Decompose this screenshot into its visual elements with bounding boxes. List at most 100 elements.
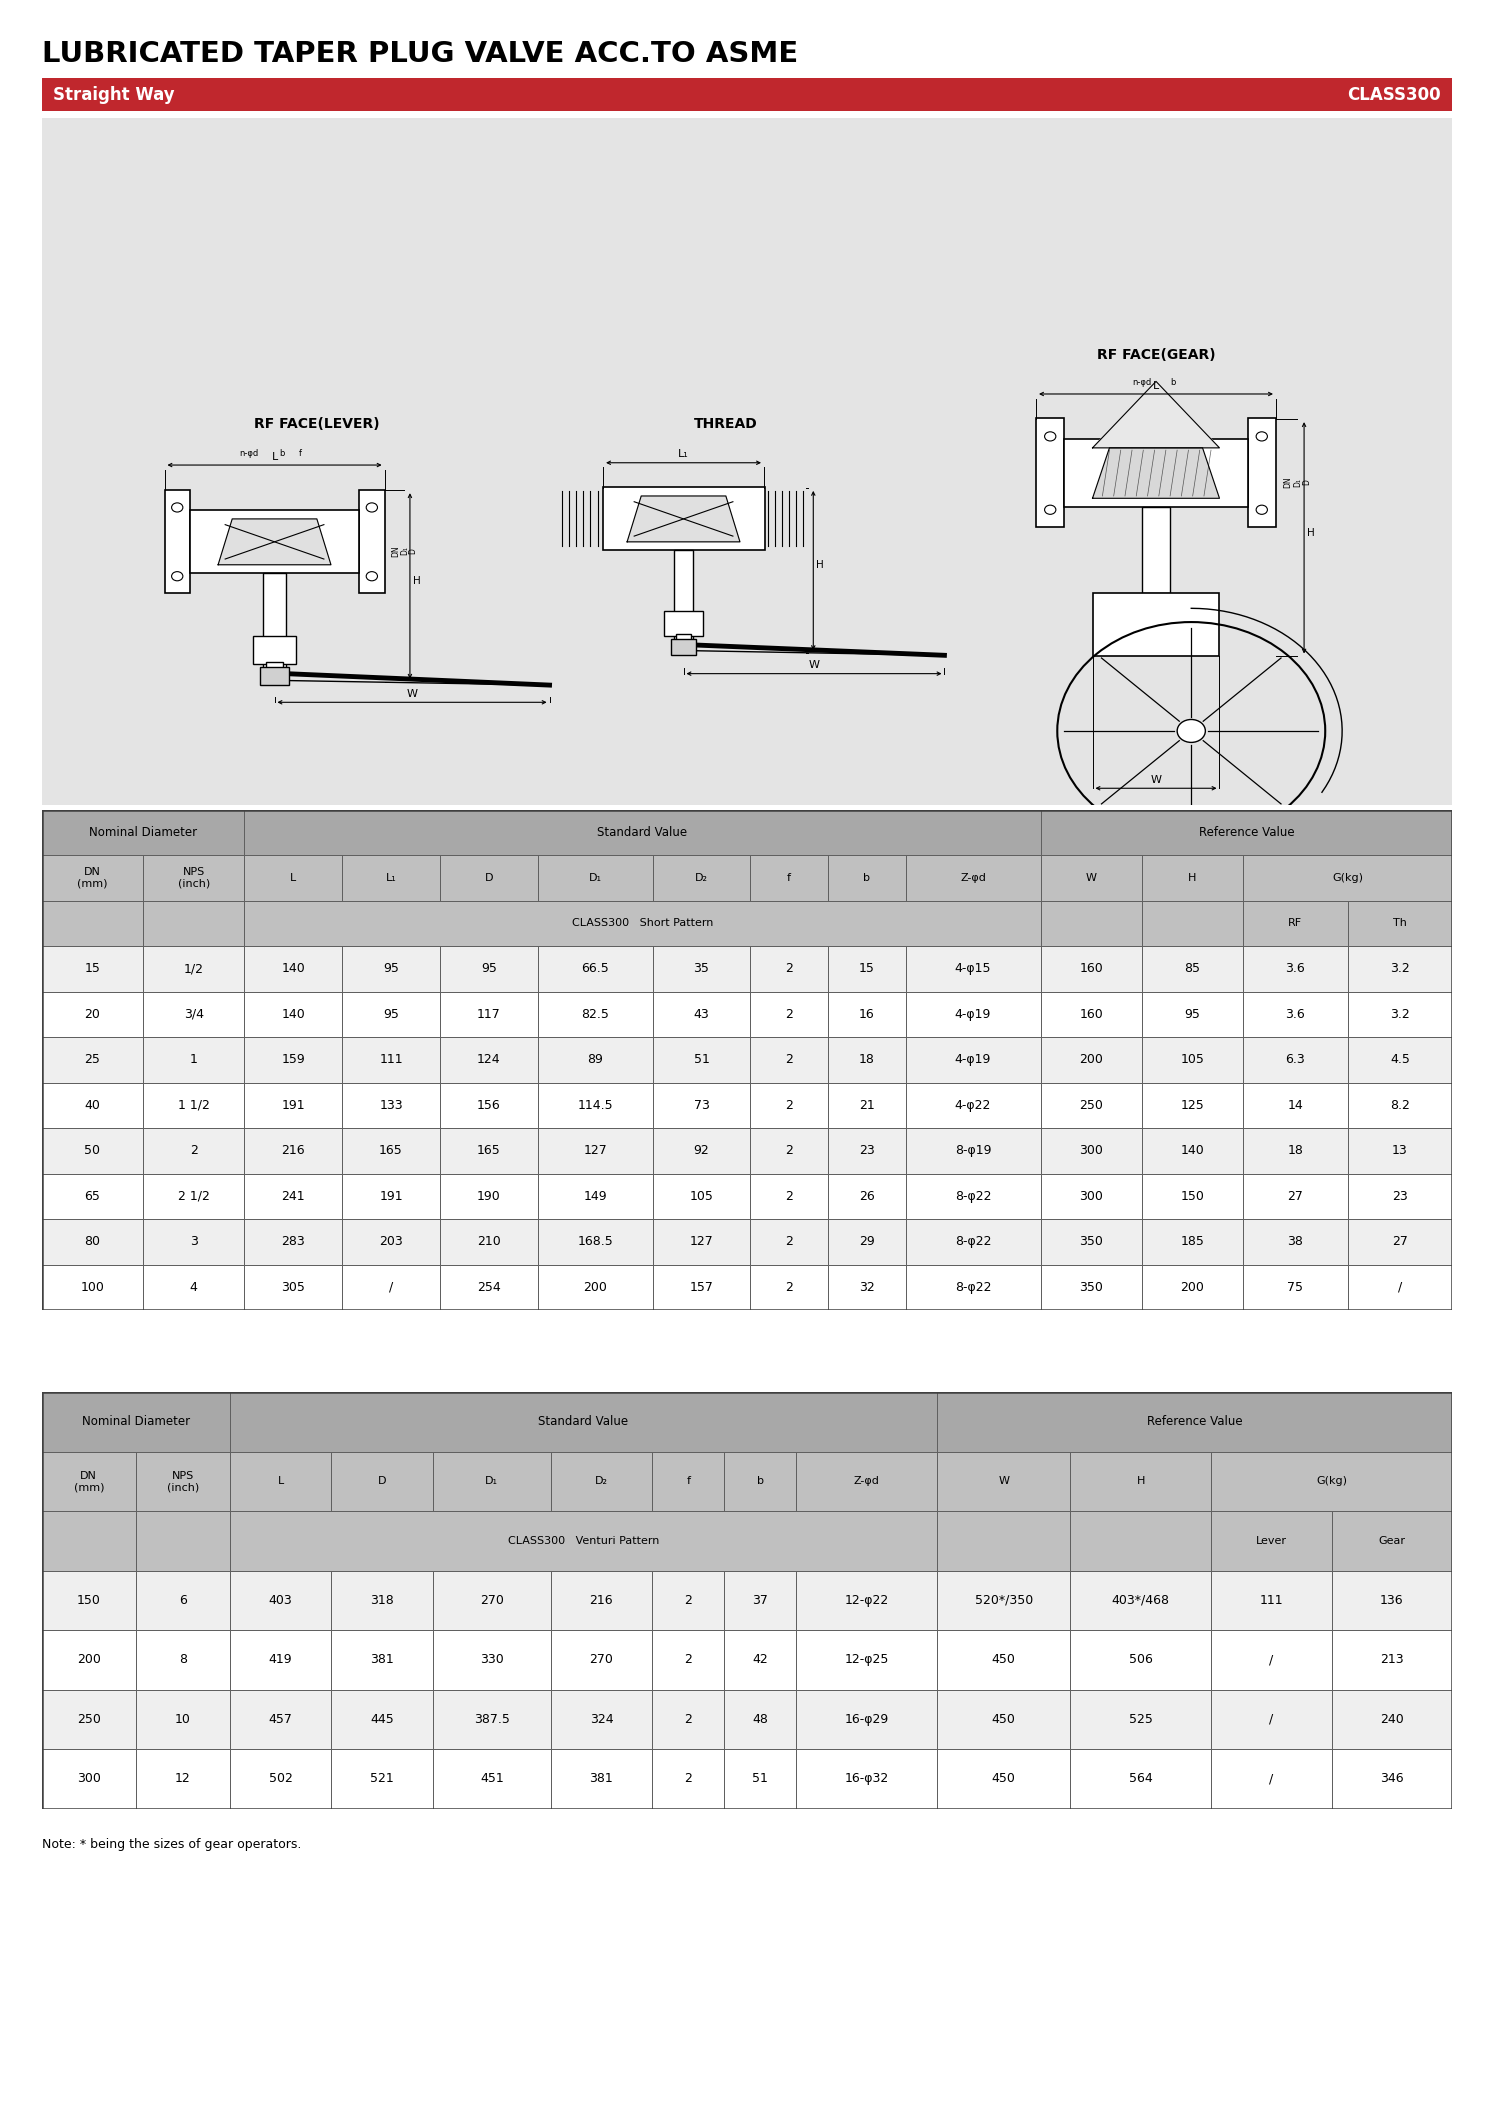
Bar (245, 1220, 342, 1264)
Text: 114.5: 114.5 (577, 1100, 613, 1112)
Text: 2 1/2: 2 1/2 (178, 1190, 209, 1203)
Text: 403*/468: 403*/468 (1112, 1594, 1170, 1607)
Bar (245, 993, 342, 1037)
Bar (1247, 418, 1276, 528)
Text: D₁: D₁ (1292, 477, 1301, 486)
Text: 80: 80 (85, 1234, 100, 1249)
Bar (653, 993, 750, 1037)
Bar (230, 1512, 937, 1571)
Text: 150: 150 (76, 1594, 100, 1607)
Text: 381: 381 (371, 1653, 394, 1666)
Text: THREAD: THREAD (695, 416, 757, 431)
Bar (653, 1750, 725, 1809)
Bar (1040, 1173, 1141, 1220)
Bar (750, 1220, 828, 1264)
Bar (905, 1264, 1040, 1310)
Bar (551, 1630, 653, 1689)
Bar (1243, 1037, 1348, 1083)
Text: 75: 75 (1288, 1281, 1303, 1293)
Text: D₂: D₂ (695, 873, 708, 883)
Bar (1070, 1689, 1212, 1750)
Text: L₁: L₁ (385, 873, 396, 883)
Text: 42: 42 (753, 1653, 768, 1666)
Text: 23: 23 (1392, 1190, 1407, 1203)
Text: 100: 100 (81, 1281, 105, 1293)
Bar (1141, 946, 1243, 993)
Text: 250: 250 (76, 1712, 100, 1727)
Bar (551, 1571, 653, 1630)
Bar (42, 1750, 136, 1809)
Text: 4-φ19: 4-φ19 (955, 1054, 991, 1066)
Bar (1212, 1689, 1331, 1750)
Text: 8-φ22: 8-φ22 (955, 1190, 992, 1203)
Text: n-φd: n-φd (1132, 379, 1152, 387)
Text: 191: 191 (281, 1100, 305, 1112)
Bar (143, 946, 245, 993)
Text: /: / (388, 1281, 393, 1293)
Text: /: / (1270, 1773, 1273, 1785)
Bar (1037, 418, 1064, 528)
Text: 450: 450 (992, 1653, 1016, 1666)
Bar (42, 1173, 143, 1220)
Bar (254, 635, 296, 665)
Text: 564: 564 (1129, 1773, 1152, 1785)
Bar (1331, 1689, 1452, 1750)
Text: RF FACE(LEVER): RF FACE(LEVER) (254, 416, 379, 431)
Bar (433, 1630, 551, 1689)
Text: b: b (757, 1476, 763, 1487)
Text: D: D (1303, 479, 1312, 486)
Bar (342, 1173, 439, 1220)
Bar (1141, 1220, 1243, 1264)
Bar (1331, 1750, 1452, 1809)
Bar (1070, 1512, 1212, 1571)
Text: Standard Value: Standard Value (538, 1415, 629, 1428)
Bar (143, 1173, 245, 1220)
Bar (828, 946, 905, 993)
Bar (136, 1750, 230, 1809)
Text: 2: 2 (786, 1281, 793, 1293)
Bar (42, 900, 143, 946)
Bar (143, 993, 245, 1037)
Bar (750, 1083, 828, 1127)
Text: 48: 48 (753, 1712, 768, 1727)
Text: 8: 8 (179, 1653, 187, 1666)
Text: LUBRICATED TAPER PLUG VALVE ACC.TO ASME: LUBRICATED TAPER PLUG VALVE ACC.TO ASME (42, 40, 798, 67)
Bar (828, 856, 905, 900)
Text: 240: 240 (1380, 1712, 1404, 1727)
Text: 2: 2 (786, 1007, 793, 1020)
Text: 16-φ32: 16-φ32 (844, 1773, 889, 1785)
Bar (937, 1630, 1070, 1689)
Text: 2: 2 (684, 1773, 692, 1785)
Bar (230, 1689, 332, 1750)
Text: 20: 20 (85, 1007, 100, 1020)
Polygon shape (627, 496, 740, 543)
Text: 8-φ22: 8-φ22 (955, 1234, 992, 1249)
Bar (439, 946, 538, 993)
Text: 111: 111 (1259, 1594, 1283, 1607)
Text: 457: 457 (269, 1712, 293, 1727)
Bar (1040, 1220, 1141, 1264)
Text: RF FACE(GEAR): RF FACE(GEAR) (1097, 347, 1215, 362)
Text: 23: 23 (859, 1144, 874, 1157)
Text: 200: 200 (583, 1281, 607, 1293)
Bar (230, 1750, 332, 1809)
Text: 4-φ22: 4-φ22 (955, 1100, 991, 1112)
Text: NPS
(inch): NPS (inch) (167, 1470, 199, 1493)
Text: 381: 381 (590, 1773, 614, 1785)
Text: W: W (808, 660, 820, 671)
Text: L: L (1153, 381, 1159, 391)
Circle shape (1044, 431, 1056, 442)
Bar (136, 1451, 230, 1512)
Text: 32: 32 (859, 1281, 874, 1293)
Bar (937, 1451, 1070, 1512)
Bar (42, 993, 143, 1037)
Text: 324: 324 (590, 1712, 613, 1727)
Bar (1040, 993, 1141, 1037)
Bar (796, 1689, 937, 1750)
Bar (342, 946, 439, 993)
Bar (750, 1127, 828, 1173)
Bar (551, 1689, 653, 1750)
Bar (190, 509, 359, 572)
Circle shape (366, 572, 378, 580)
Text: 3.6: 3.6 (1285, 1007, 1306, 1020)
